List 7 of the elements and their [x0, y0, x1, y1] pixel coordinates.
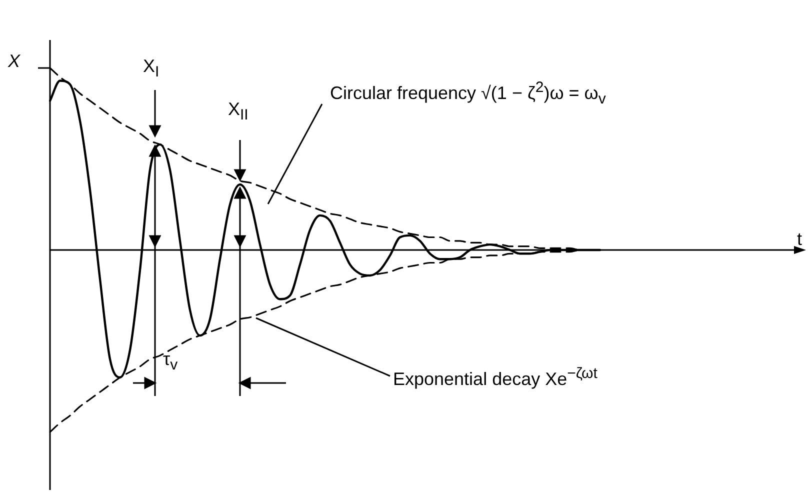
annotation: τ$_{v}$ [163, 349, 178, 374]
annotation: X$_{I}$ [143, 56, 160, 81]
text: t [797, 229, 802, 249]
annotation: Exponential decay Xe$^{−ζωt}$ [393, 365, 598, 389]
annotation: X$_{II}$ [228, 99, 248, 124]
y-axis-title: X [8, 51, 20, 71]
annotation: Circular frequency √(1 − ζ$^{2}$)ω = ω$_{v}$ [330, 79, 606, 108]
